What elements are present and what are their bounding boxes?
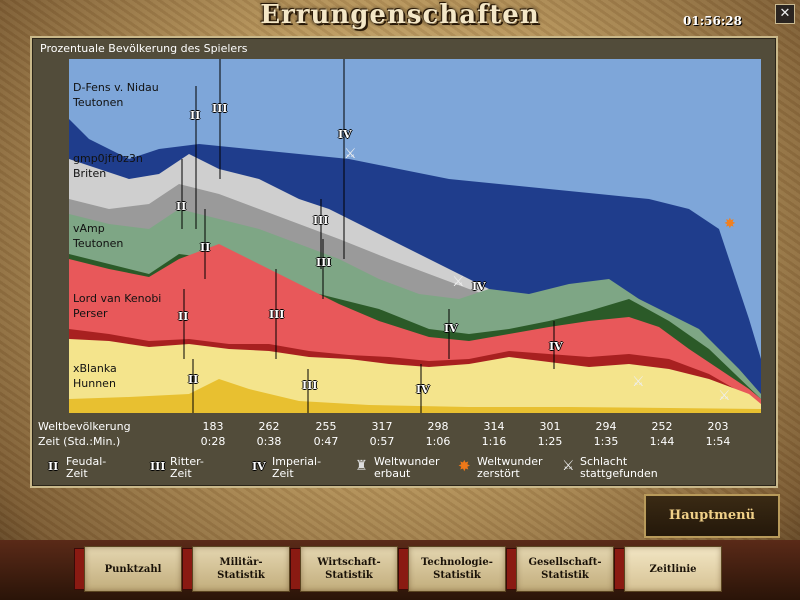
battle-axe-icon: ⚔ [718,388,731,404]
explosion-icon: ✸ [458,457,471,475]
tab-timeline[interactable]: Zeitlinie [624,546,722,592]
time-value: 1:44 [649,435,675,448]
population-value: 255 [315,420,337,433]
player-civ: Teutonen [73,237,124,250]
battle-axe-icon: ⚔ [632,374,645,390]
time-value: 1:25 [537,435,563,448]
age-marker-feudal: II [178,310,189,323]
age-marker-castle: III [269,308,285,321]
battle-axe-icon: ⚔ [562,458,575,474]
band-xblanka-dark [69,379,761,413]
legend-castle: Ritter- Zeit [170,456,204,480]
time-value: 1:06 [425,435,451,448]
player-label-vamp: vAmp Teutonen [73,221,123,251]
legend-text: Zeit [272,467,294,480]
time-value: 0:28 [200,435,226,448]
legend-text: Weltwunder [477,455,543,468]
page-title: Errungenschaften [260,0,540,30]
population-label: Weltbevölkerung [38,420,131,433]
legend-text: Zeit [66,467,88,480]
age-marker-feudal: II [200,241,211,254]
player-name: Lord van Kenobi [73,292,162,305]
age-marker-feudal: II [190,109,201,122]
legend-feudal: Feudal- Zeit [66,456,106,480]
game-time: 01:56:28 [683,14,742,28]
feudal-age-icon: II [48,460,59,473]
population-value: 183 [202,420,224,433]
age-marker-castle: III [212,102,228,115]
castle-age-icon: III [150,460,166,473]
population-value: 262 [258,420,280,433]
legend-wonder-built: Weltwunder erbaut [374,456,440,480]
population-area-chart [69,59,761,413]
legend-text: stattgefunden [580,467,658,480]
legend-text: Ritter- [170,455,204,468]
age-marker-imperial: IV [549,340,563,353]
legend-text: zerstört [477,467,520,480]
age-markers [181,59,555,413]
legend-text: Schlacht [580,455,628,468]
population-value: 252 [651,420,673,433]
time-value: 1:54 [705,435,731,448]
time-value: 0:38 [256,435,282,448]
player-civ: Hunnen [73,377,116,390]
battle-axe-icon: ⚔ [452,274,465,290]
age-marker-castle: III [313,214,329,227]
player-civ: Teutonen [73,96,124,109]
panel-title: Prozentuale Bevölkerung des Spielers [40,42,248,55]
time-label: Zeit (Std.:Min.) [38,435,121,448]
age-marker-imperial: IV [444,322,458,335]
population-value: 298 [427,420,449,433]
time-value: 1:35 [593,435,619,448]
legend-text: erbaut [374,467,411,480]
player-name: xBlanka [73,362,117,375]
explosion-icon: ✸ [724,216,736,232]
age-marker-feudal: II [188,373,199,386]
legend-battle: Schlacht stattgefunden [580,456,658,480]
time-value: 0:47 [313,435,339,448]
population-value: 317 [371,420,393,433]
player-name: gmp0jfr0z3n [73,152,143,165]
age-marker-imperial: IV [472,280,486,293]
population-value: 301 [539,420,561,433]
legend-text: Imperial- [272,455,322,468]
player-label-gmp: gmp0jfr0z3n Briten [73,151,143,181]
player-label-xblanka: xBlanka Hunnen [73,361,117,391]
legend-text: Weltwunder [374,455,440,468]
age-marker-imperial: IV [338,128,352,141]
legend-wonder-destroyed: Weltwunder zerstört [477,456,543,480]
imperial-age-icon: IV [252,460,266,473]
player-label-kenobi: Lord van Kenobi Perser [73,291,161,321]
time-value: 0:57 [369,435,395,448]
legend-imperial: Imperial- Zeit [272,456,321,480]
player-label-dfens: D-Fens v. Nidau Teutonen [73,80,159,110]
player-name: D-Fens v. Nidau [73,81,159,94]
player-civ: Perser [73,307,108,320]
player-civ: Briten [73,167,107,180]
population-value: 203 [707,420,729,433]
tab-military[interactable]: Militär- Statistik [192,546,290,592]
age-marker-imperial: IV [416,383,430,396]
timeline-panel: Prozentuale Bevölkerung des Spielers [30,36,778,488]
age-marker-feudal: II [176,200,187,213]
legend-text: Feudal- [66,455,107,468]
tab-technology[interactable]: Technologie- Statistik [408,546,506,592]
time-value: 1:16 [481,435,507,448]
tab-society[interactable]: Gesellschaft- Statistik [516,546,614,592]
close-button[interactable]: ✕ [775,4,795,24]
tab-score[interactable]: Punktzahl [84,546,182,592]
age-marker-castle: III [316,256,332,269]
legend-text: Zeit [170,467,192,480]
player-name: vAmp [73,222,105,235]
population-value: 314 [483,420,505,433]
main-menu-button[interactable]: Hauptmenü [644,494,780,538]
battle-axe-icon: ⚔ [344,146,357,162]
age-marker-castle: III [302,379,318,392]
tab-economy[interactable]: Wirtschaft- Statistik [300,546,398,592]
wonder-icon: ♜ [355,458,368,474]
population-value: 294 [595,420,617,433]
